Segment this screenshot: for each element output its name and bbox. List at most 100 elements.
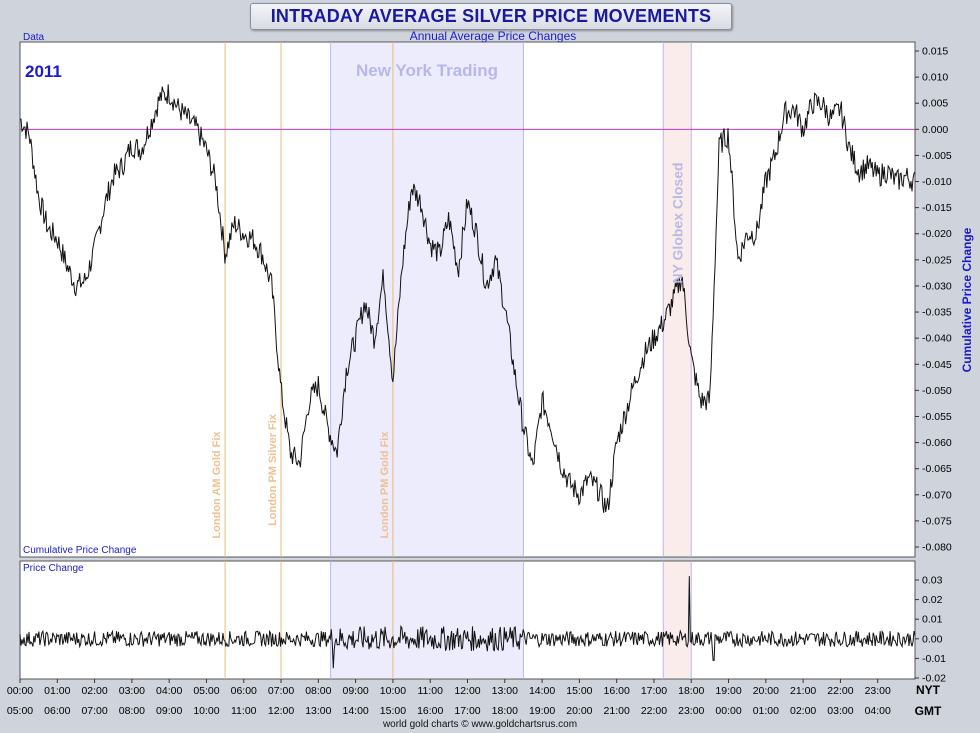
x-tick-label-nyt: 12:00 — [454, 685, 480, 697]
cumulative-series-line — [20, 84, 916, 513]
fix-label-pm-silver: London PM Silver Fix — [267, 413, 279, 526]
fix-label-am-gold: London AM Gold Fix — [211, 431, 223, 539]
right-axis-label: Cumulative Price Change — [960, 227, 974, 372]
upper-y-tick-label: 0.000 — [922, 124, 948, 136]
x-tick-label-gmt: 06:00 — [44, 705, 70, 717]
upper-y-tick-label: -0.015 — [922, 202, 952, 214]
price-change-series-line — [19, 576, 916, 669]
x-tick-label-nyt: 05:00 — [193, 685, 219, 697]
x-tick-label-gmt: 14:00 — [342, 705, 368, 717]
upper-y-tick-label: 0.010 — [922, 72, 948, 84]
x-tick-label-nyt: 13:00 — [492, 685, 518, 697]
fix-lines — [224, 42, 394, 679]
upper-y-tick-label: -0.005 — [922, 150, 952, 162]
x-axis: 00:00 05:00 01:00 06:00 02:00 07:00 03:00 08:00… — [7, 679, 891, 717]
year-label: 2011 — [25, 62, 62, 81]
x-tick-label-gmt: 10:00 — [193, 705, 219, 717]
x-tick-label-gmt: 22:00 — [641, 705, 667, 717]
lower-y-tick-label: 0.00 — [922, 633, 943, 645]
x-tick-label-nyt: 15:00 — [566, 685, 592, 697]
upper-y-tick-label: -0.010 — [922, 176, 952, 188]
upper-y-tick-label: -0.065 — [922, 463, 952, 475]
upper-y-tick-label: -0.070 — [922, 489, 952, 501]
upper-y-tick-label: 0.015 — [922, 46, 948, 58]
x-tick-label-nyt: 04:00 — [156, 685, 182, 697]
x-tick-label-gmt: 02:00 — [790, 705, 816, 717]
globex-closed-label: NY Globex Closed — [669, 162, 685, 283]
upper-y-tick-label: -0.055 — [922, 411, 952, 423]
nyt-label: NYT — [916, 683, 941, 697]
x-tick-label-gmt: 04:00 — [865, 705, 891, 717]
lower-y-axis: 0.03 0.02 0.01 0.00 -0.01 -0.02 — [915, 575, 946, 685]
gmt-label: GMT — [915, 704, 942, 718]
x-tick-label-nyt: 07:00 — [268, 685, 294, 697]
x-tick-label-gmt: 03:00 — [827, 705, 853, 717]
x-tick-label-gmt: 08:00 — [119, 705, 145, 717]
x-tick-label-gmt: 15:00 — [380, 705, 406, 717]
x-tick-label-gmt: 00:00 — [715, 705, 741, 717]
x-tick-label-nyt: 09:00 — [342, 685, 368, 697]
globex-closed-band — [663, 43, 692, 556]
x-tick-label-gmt: 11:00 — [231, 705, 257, 717]
lower-y-tick-label: 0.02 — [922, 594, 943, 606]
title-bar: INTRADAY AVERAGE SILVER PRICE MOVEMENTS — [250, 3, 732, 30]
upper-y-tick-label: -0.035 — [922, 307, 952, 319]
data-label: Data — [23, 32, 45, 43]
x-tick-label-gmt: 13:00 — [305, 705, 331, 717]
x-tick-label-nyt: 18:00 — [678, 685, 704, 697]
x-tick-label-gmt: 18:00 — [492, 705, 518, 717]
upper-y-tick-label: -0.030 — [922, 280, 952, 292]
x-tick-label-gmt: 16:00 — [417, 705, 443, 717]
upper-y-tick-label: -0.080 — [922, 542, 952, 554]
x-tick-label-nyt: 23:00 — [865, 685, 891, 697]
lower-y-tick-label: 0.03 — [922, 575, 943, 587]
globex-closed-band-lower — [663, 562, 692, 678]
x-tick-label-nyt: 01:00 — [44, 685, 70, 697]
x-tick-label-nyt: 00:00 — [7, 685, 33, 697]
upper-y-tick-label: -0.025 — [922, 254, 952, 266]
band-edges — [330, 42, 692, 679]
x-tick-label-nyt: 11:00 — [417, 685, 443, 697]
x-tick-label-nyt: 10:00 — [380, 685, 406, 697]
x-tick-label-gmt: 12:00 — [268, 705, 294, 717]
lower-y-tick-label: -0.02 — [922, 673, 946, 685]
lower-y-tick-label: -0.01 — [922, 653, 946, 665]
upper-y-tick-label: -0.050 — [922, 385, 952, 397]
x-tick-label-gmt: 23:00 — [678, 705, 704, 717]
x-tick-label-nyt: 20:00 — [753, 685, 779, 697]
ny-trading-band — [330, 43, 524, 556]
x-tick-label-nyt: 19:00 — [715, 685, 741, 697]
x-tick-label-gmt: 05:00 — [7, 705, 33, 717]
upper-y-tick-label: -0.040 — [922, 333, 952, 345]
x-tick-label-gmt: 01:00 — [753, 705, 779, 717]
x-tick-label-gmt: 19:00 — [529, 705, 555, 717]
ny-trading-band-lower — [330, 562, 524, 678]
upper-y-tick-label: -0.045 — [922, 359, 952, 371]
x-tick-label-nyt: 08:00 — [305, 685, 331, 697]
x-tick-label-nyt: 02:00 — [81, 685, 107, 697]
lower-panel-label: Price Change — [23, 563, 84, 574]
upper-y-tick-label: 0.005 — [922, 98, 948, 110]
x-tick-label-gmt: 20:00 — [566, 705, 592, 717]
upper-y-axis: 0.015 0.010 0.005 0.000 -0.005 -0.010 -0.015 -0… — [915, 46, 952, 554]
lower-y-tick-label: 0.01 — [922, 614, 943, 626]
chart-subtitle: Annual Average Price Changes — [410, 29, 577, 43]
fix-label-pm-gold: London PM Gold Fix — [379, 431, 391, 539]
upper-y-tick-label: -0.060 — [922, 437, 952, 449]
x-tick-label-gmt: 09:00 — [156, 705, 182, 717]
upper-y-tick-label: -0.075 — [922, 515, 952, 527]
ny-trading-label: New York Trading — [356, 61, 498, 80]
x-tick-label-nyt: 17:00 — [641, 685, 667, 697]
x-tick-label-nyt: 16:00 — [604, 685, 630, 697]
x-tick-label-gmt: 07:00 — [81, 705, 107, 717]
x-tick-label-gmt: 17:00 — [454, 705, 480, 717]
x-tick-label-nyt: 14:00 — [529, 685, 555, 697]
x-tick-label-nyt: 03:00 — [119, 685, 145, 697]
x-tick-label-nyt: 06:00 — [231, 685, 257, 697]
upper-y-tick-label: -0.020 — [922, 228, 952, 240]
chart-title: INTRADAY AVERAGE SILVER PRICE MOVEMENTS — [270, 6, 712, 26]
x-tick-label-gmt: 21:00 — [604, 705, 630, 717]
x-tick-label-nyt: 22:00 — [827, 685, 853, 697]
